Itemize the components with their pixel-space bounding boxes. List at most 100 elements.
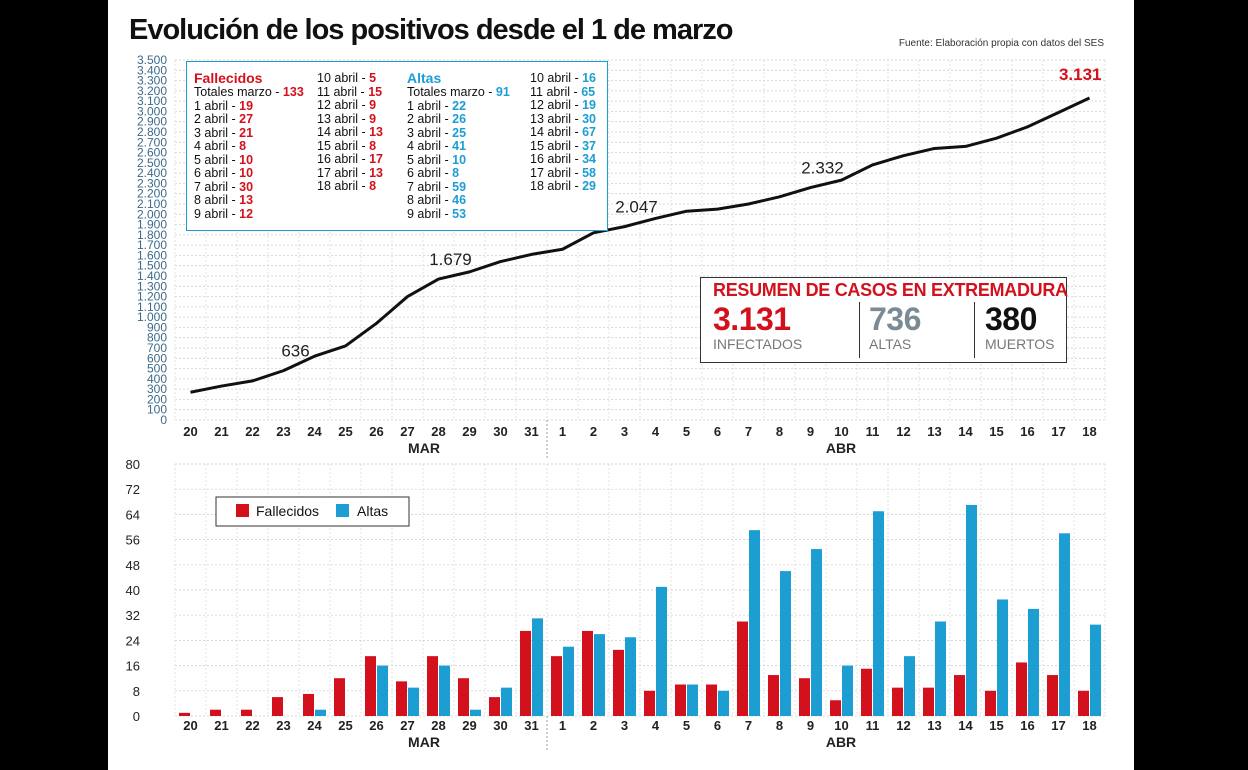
list-item-label: Totales marzo - [407, 85, 496, 99]
y-tick-label: 3.100 [137, 94, 167, 108]
list-item-value: 8 [369, 138, 377, 153]
list-item-label: 15 abril - [530, 138, 583, 153]
list-item-label: 2 abril - [407, 112, 453, 126]
x-tick-label: 2 [590, 718, 597, 733]
bar-altas [1028, 608, 1039, 716]
bar-fallecidos [954, 675, 965, 716]
y-tick-label: 80 [126, 457, 140, 472]
list-item: 13 abril - 30 [530, 111, 597, 127]
bar-fallecidos [241, 709, 252, 716]
y-tick-label: 700 [147, 341, 167, 355]
list-item: 10 abril - 16 [530, 71, 596, 86]
bar-fallecidos [706, 684, 717, 716]
list-item-label: 6 abril - [407, 166, 453, 180]
y-tick-label: 0 [160, 413, 167, 427]
list-item-value: 15 [368, 84, 383, 99]
x-tick-label: 16 [1020, 424, 1034, 439]
data-label: 2.332 [801, 159, 844, 178]
x-tick-label: 17 [1051, 718, 1065, 733]
bar-fallecidos [520, 630, 531, 716]
list-item-label: 18 abril - [317, 179, 370, 193]
x-tick-label: 11 [866, 718, 880, 733]
x-tick-label: 12 [896, 424, 910, 439]
list-item-label: 14 abril - [317, 125, 370, 139]
x-tick-label: 3 [621, 424, 628, 439]
bar-fallecidos [551, 656, 562, 716]
x-tick-label: 24 [307, 424, 322, 439]
bar-fallecidos [892, 687, 903, 716]
x-tick-label: 17 [1051, 424, 1065, 439]
list-item-value: 29 [582, 179, 597, 193]
list-item-label: 18 abril - [530, 179, 583, 193]
list-item-value: 13 [369, 125, 384, 139]
list-item-value: 30 [582, 111, 597, 126]
list-item-label: 6 abril - [194, 166, 240, 180]
bar-altas [780, 571, 791, 716]
y-tick-label: 1.500 [137, 259, 167, 273]
list-item-label: 17 abril - [317, 165, 370, 180]
y-tick-label: 1.300 [137, 279, 167, 293]
list-item: Totales marzo - 91 [407, 85, 510, 100]
y-tick-label: 400 [147, 372, 167, 386]
list-item: 3 abril - 21 [194, 126, 304, 141]
bar-fallecidos [861, 668, 872, 716]
summary-divider [974, 302, 975, 358]
bar-fallecidos [396, 681, 407, 716]
list-item: 15 abril - 37 [530, 138, 596, 154]
list-item-label: 10 abril - [317, 71, 370, 85]
y-tick-label: 64 [126, 507, 140, 522]
x-tick-label: 2 [590, 424, 597, 439]
x-tick-label: 21 [214, 718, 228, 733]
x-tick-label: 23 [276, 424, 290, 439]
y-tick-label: 0 [133, 709, 140, 724]
altas-list-title: Altas [407, 70, 442, 86]
list-item-value: 10 [452, 152, 467, 167]
list-item-value: 22 [452, 98, 467, 113]
list-item-label: Totales marzo - [194, 85, 283, 99]
chart-panel: Evolución de los positivos desde el 1 de… [108, 0, 1134, 770]
y-tick-label: 48 [126, 558, 140, 573]
list-item-label: 5 abril - [407, 152, 453, 167]
y-tick-label: 200 [147, 392, 167, 406]
bar-fallecidos [799, 678, 810, 716]
y-tick-label: 2.800 [137, 125, 167, 139]
data-label: 3.131 [1059, 65, 1102, 84]
list-item-value: 53 [452, 206, 467, 221]
list-item: 8 abril - 46 [407, 193, 510, 208]
y-tick-label: 3.400 [137, 63, 167, 77]
list-item: 17 abril - 13 [317, 165, 383, 181]
list-item-label: 3 abril - [407, 125, 453, 140]
bar-altas [687, 684, 698, 716]
month-label: ABR [826, 734, 856, 750]
x-tick-label: 8 [776, 718, 783, 733]
list-item: 6 abril - 8 [407, 166, 510, 181]
x-tick-label: 22 [245, 424, 259, 439]
y-tick-label: 1.100 [137, 300, 167, 314]
list-item-label: 2 abril - [194, 112, 240, 126]
bar-altas [1059, 533, 1070, 716]
y-tick-label: 16 [126, 659, 140, 674]
x-tick-label: 21 [214, 424, 228, 439]
list-item-label: 7 abril - [194, 179, 240, 194]
list-item-value: 25 [452, 125, 467, 140]
list-item: 17 abril - 58 [530, 166, 596, 181]
list-item: 18 abril - 8 [317, 179, 383, 194]
list-item-label: 16 abril - [317, 152, 370, 166]
bar-altas [625, 637, 636, 716]
x-tick-label: 13 [927, 718, 941, 733]
y-tick-label: 1.400 [137, 269, 167, 283]
bar-fallecidos [830, 700, 841, 716]
bar-altas [501, 687, 512, 716]
list-item-label: 10 abril - [530, 71, 583, 85]
bar-altas [749, 530, 760, 716]
list-item-value: 10 [239, 152, 254, 167]
list-item: 6 abril - 10 [194, 166, 304, 181]
legend-swatch-altas [336, 504, 349, 517]
list-item-value: 8 [369, 179, 377, 193]
y-tick-label: 1.200 [137, 290, 167, 304]
bar-fallecidos [675, 684, 686, 716]
list-item-value: 9 [369, 98, 377, 112]
list-item-value: 8 [452, 166, 460, 180]
bar-altas [935, 621, 946, 716]
x-tick-label: 7 [745, 424, 752, 439]
